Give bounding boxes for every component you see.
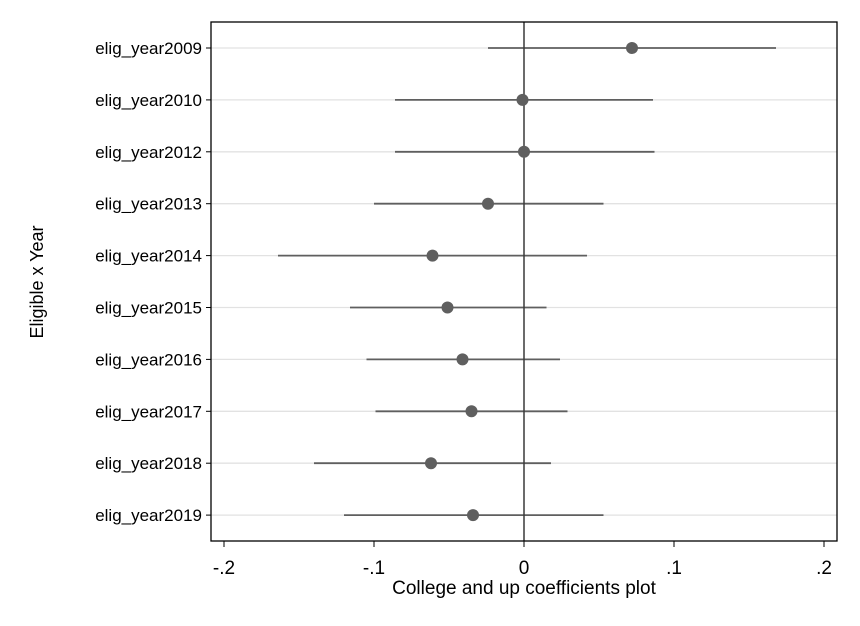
- point-elig_year2019: [467, 509, 479, 522]
- x-tick-label: -.1: [363, 558, 385, 579]
- x-tick-label: .1: [666, 558, 682, 579]
- y-tick-label: elig_year2012: [95, 143, 202, 162]
- point-elig_year2016: [456, 353, 469, 366]
- y-tick-label: elig_year2009: [95, 39, 202, 58]
- x-tick-label: -.2: [213, 558, 235, 579]
- point-elig_year2009: [626, 42, 638, 54]
- point-elig_year2017: [465, 405, 478, 418]
- confidence-intervals: [278, 47, 776, 516]
- point-elig_year2012: [518, 145, 530, 158]
- y-tick-label: elig_year2019: [95, 506, 202, 525]
- x-ticks: -.2 -.1 0 .1 .2: [213, 541, 832, 579]
- point-elig_year2015: [441, 301, 454, 314]
- y-axis-title: Eligible x Year: [27, 225, 47, 338]
- x-axis-title: College and up coefficients plot: [392, 578, 656, 599]
- x-tick-label: .2: [816, 558, 832, 579]
- y-tick-label: elig_year2017: [95, 402, 202, 421]
- y-tick-label: elig_year2010: [95, 91, 202, 110]
- point-elig_year2018: [425, 457, 437, 470]
- point-elig_year2010: [516, 93, 529, 106]
- y-tick-label: elig_year2018: [95, 454, 202, 473]
- point-elig_year2014: [426, 249, 439, 262]
- y-tick-label: elig_year2015: [95, 299, 202, 318]
- y-tick-label: elig_year2014: [95, 247, 202, 266]
- point-elig_year2013: [482, 197, 494, 210]
- y-tick-labels: elig_year2009 elig_year2010 elig_year2012e…: [95, 39, 211, 525]
- x-tick-label: 0: [519, 558, 530, 579]
- y-tick-label: elig_year2013: [95, 195, 202, 214]
- estimate-points: [425, 42, 638, 522]
- y-tick-label: elig_year2016: [95, 350, 202, 369]
